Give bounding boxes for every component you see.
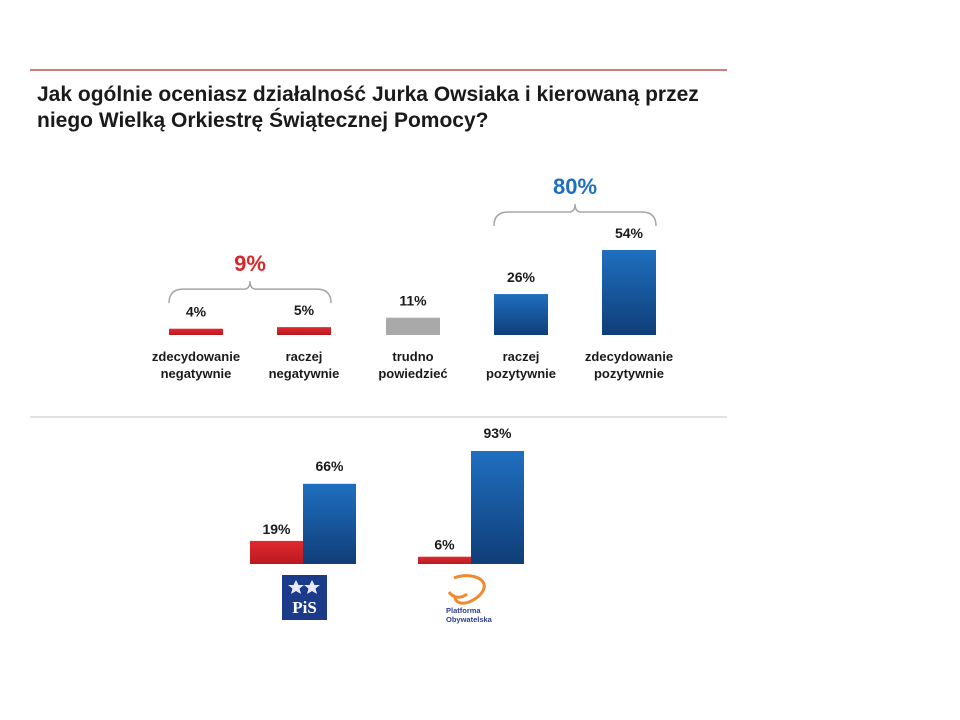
pis-logo: PiS: [282, 575, 327, 620]
category-label-4-0: zdecydowanie: [585, 349, 673, 364]
party-bar-0-0: [250, 540, 303, 564]
category-label-2-0: trudno: [392, 349, 433, 364]
group-bracket-1: [493, 203, 657, 227]
category-label-3-1: pozytywnie: [486, 366, 556, 381]
group-total-0: 9%: [234, 251, 266, 276]
party-value-label-0-0: 19%: [262, 521, 291, 537]
bar-3: [494, 294, 548, 335]
pis-logo-graphic: PiS: [288, 580, 320, 617]
value-label-3: 26%: [507, 269, 536, 285]
party-bar-1-1: [471, 451, 524, 564]
po-logo-graphic: Platforma Obywatelska: [446, 574, 493, 624]
bar-4: [602, 250, 656, 335]
party-bar-1-0: [418, 556, 471, 564]
category-label-2-1: powiedzieć: [378, 366, 447, 381]
pis-logo-text: PiS: [292, 598, 317, 617]
po-logo-text-2: Obywatelska: [446, 615, 493, 624]
party-bar-0-1: [303, 483, 356, 564]
po-logo-text-1: Platforma: [446, 606, 481, 615]
bar-1: [277, 327, 331, 335]
value-label-0: 4%: [186, 304, 207, 320]
bar-2: [386, 317, 440, 335]
group-bracket-0: [168, 281, 332, 304]
party-value-label-1-1: 93%: [483, 425, 512, 441]
bar-0: [169, 328, 223, 335]
value-label-4: 54%: [615, 225, 644, 241]
category-label-3-0: raczej: [503, 349, 540, 364]
category-label-4-1: pozytywnie: [594, 366, 664, 381]
category-label-0-1: negatywnie: [161, 366, 232, 381]
group-total-1: 80%: [553, 174, 597, 199]
category-label-1-0: raczej: [286, 349, 323, 364]
party-value-label-0-1: 66%: [315, 458, 344, 474]
chart-title-line-1: Jak ogólnie oceniasz działalność Jurka O…: [37, 83, 699, 106]
po-logo: Platforma Obywatelska: [437, 572, 499, 627]
category-label-1-1: negatywnie: [269, 366, 340, 381]
party-value-label-1-0: 6%: [434, 537, 455, 553]
chart-title-line-2: niego Wielką Orkiestrę Świątecznej Pomoc…: [37, 108, 488, 132]
main-bar-chart: 4% zdecydowanie negatywnie 5% raczej negatywn…: [152, 174, 673, 381]
value-label-1: 5%: [294, 302, 315, 318]
value-label-2: 11%: [399, 293, 427, 309]
category-label-0-0: zdecydowanie: [152, 349, 240, 364]
party-bar-chart: 19% 66% 6% 93%: [250, 425, 524, 564]
